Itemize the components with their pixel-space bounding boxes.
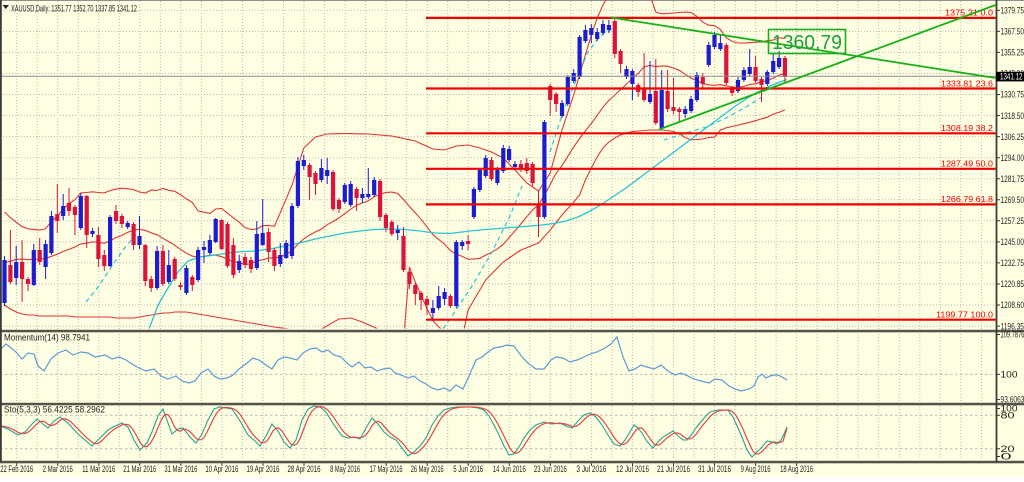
svg-text:1208.60: 1208.60	[1001, 300, 1024, 310]
svg-text:109.7876: 109.7876	[1001, 330, 1024, 340]
svg-text:1355.25: 1355.25	[1001, 48, 1024, 58]
svg-text:1220.85: 1220.85	[1001, 279, 1024, 289]
svg-text:1294.00: 1294.00	[1001, 153, 1024, 163]
svg-text:XAUUSD,Daily: 1351.77 1352.70: XAUUSD,Daily: 1351.77 1352.70 1337.85 13…	[11, 3, 137, 13]
svg-text:1379.75: 1379.75	[1001, 6, 1024, 16]
svg-text:Momentum(14) 98.7941: Momentum(14) 98.7941	[4, 333, 90, 343]
svg-text:1287.49 50.0: 1287.49 50.0	[941, 159, 993, 169]
svg-text:1367.50: 1367.50	[1001, 27, 1024, 37]
svg-text:1333.81 23.6: 1333.81 23.6	[941, 78, 993, 88]
svg-text:1232.75: 1232.75	[1001, 258, 1024, 268]
svg-text:80: 80	[1001, 410, 1015, 420]
svg-text:Sto(5,3,3) 56.4225 58.2962: Sto(5,3,3) 56.4225 58.2962	[4, 405, 105, 415]
svg-text:1330.75: 1330.75	[1001, 90, 1024, 100]
svg-text:1281.75: 1281.75	[1001, 174, 1024, 184]
svg-text:1360.79: 1360.79	[772, 32, 842, 54]
svg-text:1257.25: 1257.25	[1001, 216, 1024, 226]
svg-text:1245.00: 1245.00	[1001, 237, 1024, 247]
svg-text:1199.77 100.0: 1199.77 100.0	[936, 310, 993, 320]
svg-text:0: 0	[1001, 452, 1012, 462]
svg-text:1318.50: 1318.50	[1001, 111, 1024, 121]
svg-text:100: 100	[1001, 370, 1018, 380]
svg-text:1266.79 61.8: 1266.79 61.8	[941, 194, 993, 204]
svg-text:1341.12: 1341.12	[1000, 71, 1023, 81]
svg-text:1269.50: 1269.50	[1001, 195, 1024, 205]
svg-text:1308.19 38.2: 1308.19 38.2	[941, 123, 993, 133]
svg-text:1306.25: 1306.25	[1001, 132, 1024, 142]
